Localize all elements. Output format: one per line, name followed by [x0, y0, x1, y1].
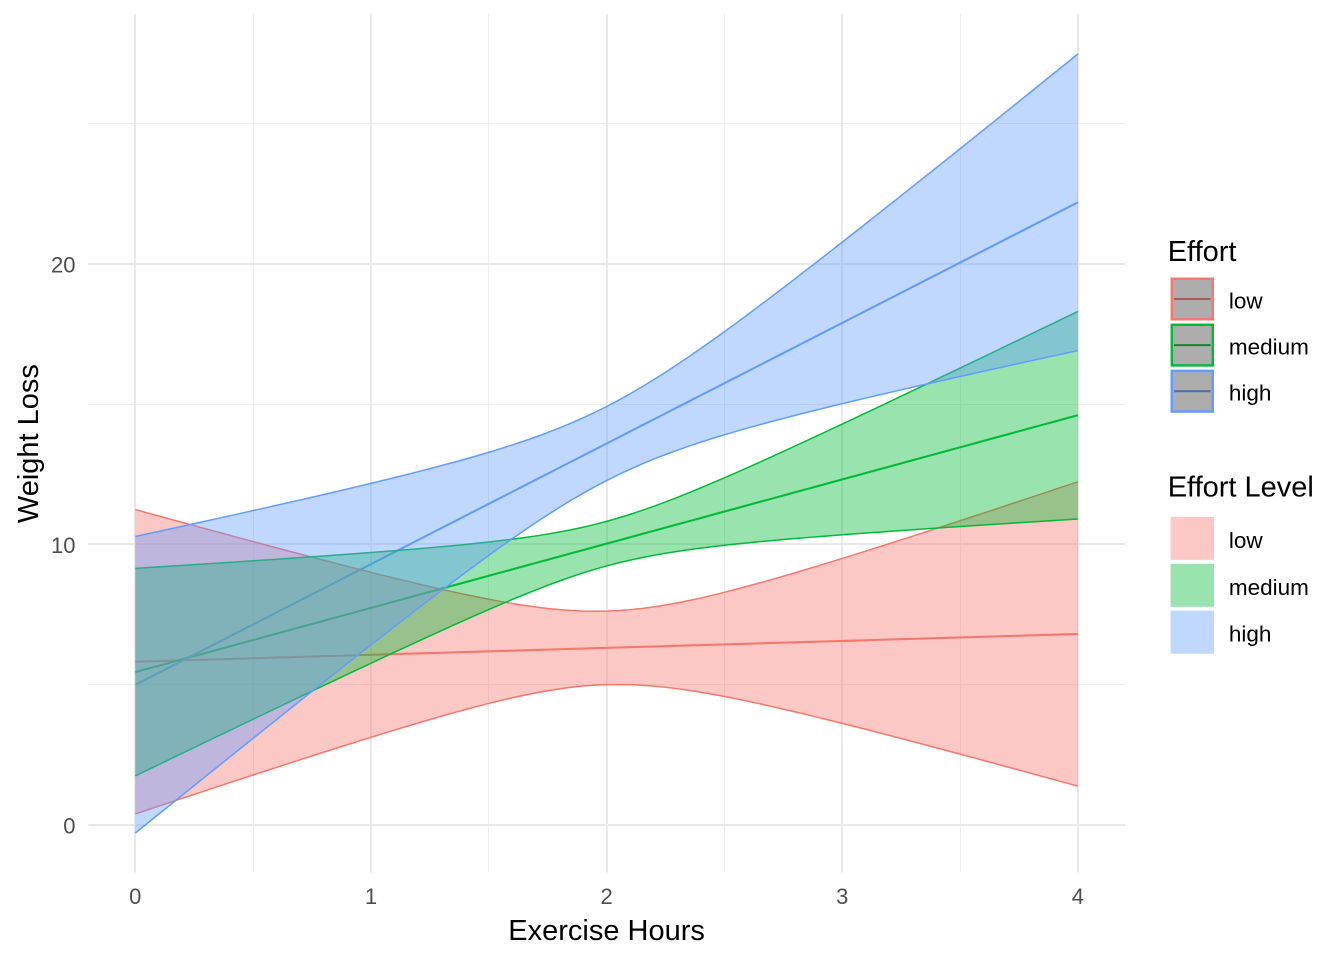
- svg-text:10: 10: [51, 533, 75, 558]
- svg-text:20: 20: [51, 253, 75, 278]
- svg-text:Exercise Hours: Exercise Hours: [508, 915, 705, 947]
- svg-text:Effort Level: Effort Level: [1168, 471, 1314, 503]
- svg-text:high: high: [1229, 622, 1272, 647]
- svg-text:3: 3: [836, 884, 848, 909]
- svg-text:low: low: [1229, 289, 1264, 314]
- svg-text:medium: medium: [1229, 575, 1309, 600]
- svg-text:2: 2: [600, 884, 612, 909]
- svg-text:0: 0: [63, 814, 75, 839]
- svg-text:Effort: Effort: [1168, 236, 1237, 268]
- svg-text:0: 0: [129, 884, 141, 909]
- svg-text:low: low: [1229, 528, 1264, 553]
- svg-text:high: high: [1229, 381, 1272, 406]
- svg-text:4: 4: [1072, 884, 1084, 909]
- svg-text:1: 1: [365, 884, 377, 909]
- svg-text:medium: medium: [1229, 335, 1309, 360]
- svg-text:Weight Loss: Weight Loss: [13, 364, 45, 523]
